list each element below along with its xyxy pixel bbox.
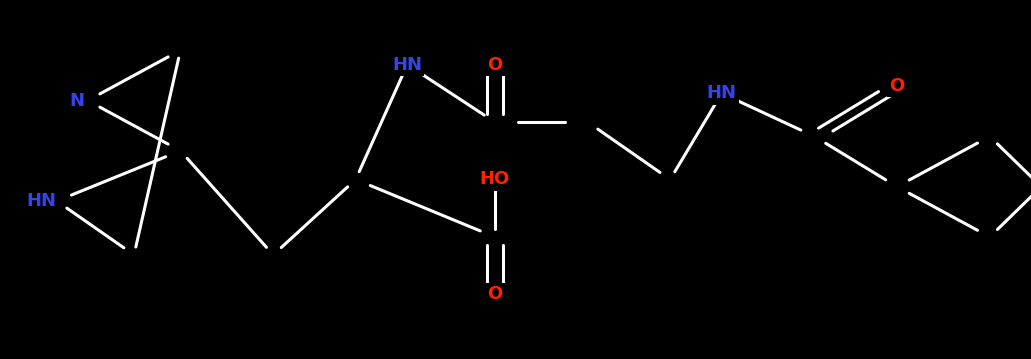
- Text: O: O: [488, 285, 502, 303]
- Text: O: O: [488, 56, 502, 74]
- Text: O: O: [890, 77, 904, 95]
- Text: HN: HN: [26, 192, 57, 210]
- Text: N: N: [70, 92, 85, 109]
- Text: HO: HO: [479, 171, 510, 188]
- Text: HN: HN: [706, 84, 737, 102]
- Text: HN: HN: [392, 56, 423, 74]
